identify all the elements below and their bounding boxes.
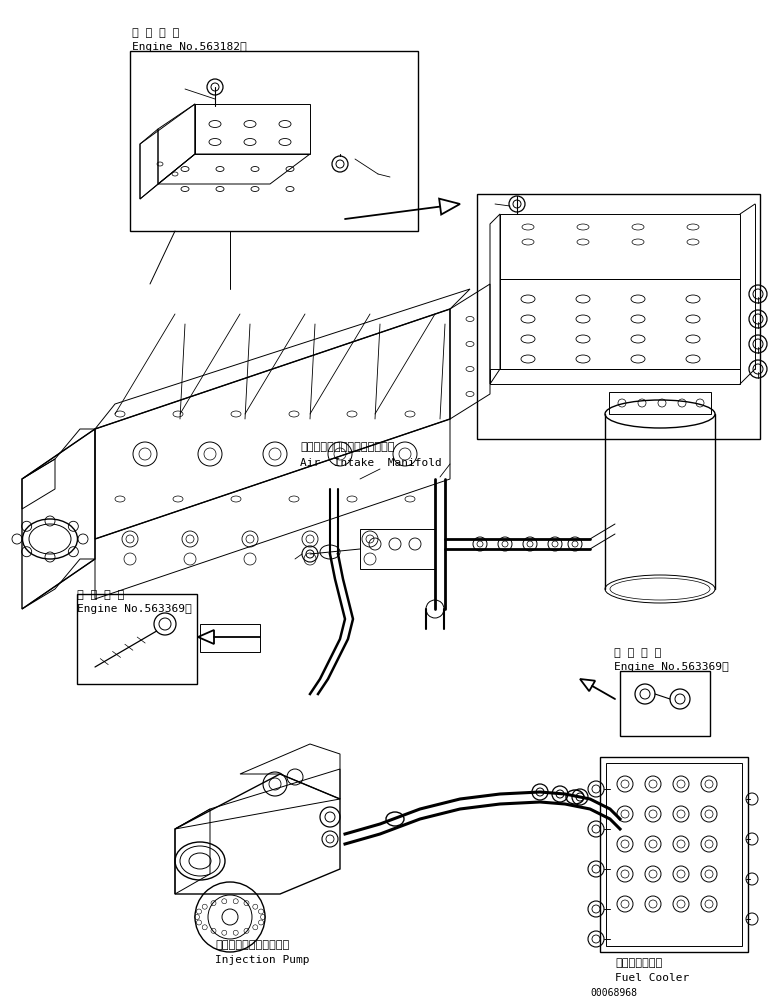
- Text: 適 用 号 機: 適 用 号 機: [614, 647, 661, 657]
- Text: 適 用 号 機: 適 用 号 機: [132, 28, 180, 38]
- Bar: [609, 393, 711, 415]
- Polygon shape: [439, 199, 460, 215]
- Text: Engine No.563369～: Engine No.563369～: [614, 661, 729, 671]
- Bar: [477, 194, 760, 440]
- Text: 00068968: 00068968: [590, 987, 637, 997]
- Text: Engine No.563182～: Engine No.563182～: [132, 42, 247, 52]
- Text: エアーインテークマニホールド: エアーインテークマニホールド: [300, 442, 395, 452]
- Text: Injection Pump: Injection Pump: [215, 954, 310, 964]
- Bar: [130, 52, 418, 231]
- Polygon shape: [580, 679, 595, 691]
- Bar: [200, 624, 260, 652]
- Bar: [620, 671, 710, 736]
- Text: Air  Intake  Manifold: Air Intake Manifold: [300, 458, 442, 468]
- Text: Fuel Cooler: Fuel Cooler: [615, 972, 690, 982]
- Polygon shape: [198, 630, 214, 644]
- Text: フェエルクーラ: フェエルクーラ: [615, 957, 663, 967]
- Text: 適 用 号 機: 適 用 号 機: [77, 589, 125, 599]
- Text: インジェクションポンプ: インジェクションポンプ: [215, 939, 289, 949]
- Bar: [606, 764, 742, 946]
- Bar: [77, 594, 197, 684]
- Bar: [600, 758, 748, 952]
- Text: Engine No.563369～: Engine No.563369～: [77, 603, 192, 613]
